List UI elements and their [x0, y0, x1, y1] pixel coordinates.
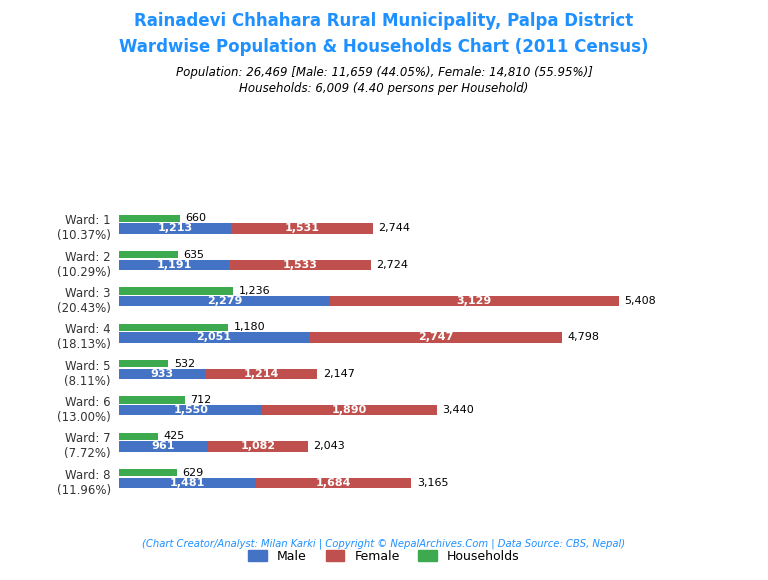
Bar: [119, 324, 228, 331]
Bar: [119, 223, 231, 234]
Text: 425: 425: [164, 432, 185, 441]
Text: 1,214: 1,214: [243, 369, 279, 379]
Text: 2,724: 2,724: [376, 260, 409, 270]
Text: 1,890: 1,890: [332, 405, 367, 415]
Text: (Chart Creator/Analyst: Milan Karki | Copyright © NepalArchives.Com | Data Sourc: (Chart Creator/Analyst: Milan Karki | Co…: [142, 538, 626, 549]
Bar: [119, 396, 185, 404]
Bar: [119, 441, 208, 452]
Bar: [262, 405, 437, 415]
Text: 3,440: 3,440: [442, 405, 474, 415]
Text: 1,533: 1,533: [283, 260, 317, 270]
Text: 961: 961: [152, 441, 175, 451]
Text: 3,165: 3,165: [417, 478, 449, 488]
Bar: [309, 332, 562, 343]
Bar: [119, 251, 177, 258]
Bar: [119, 215, 180, 222]
Text: 1,180: 1,180: [233, 322, 265, 332]
Text: 635: 635: [184, 249, 204, 260]
Bar: [119, 433, 158, 440]
Bar: [119, 369, 205, 379]
Text: 629: 629: [183, 467, 204, 477]
Bar: [231, 223, 372, 234]
Text: 1,236: 1,236: [239, 286, 270, 296]
Text: 712: 712: [190, 395, 212, 405]
Bar: [119, 360, 168, 367]
Text: 660: 660: [186, 213, 207, 223]
Text: 2,744: 2,744: [378, 223, 410, 233]
Bar: [208, 441, 308, 452]
Text: 1,550: 1,550: [174, 405, 208, 415]
Text: 532: 532: [174, 358, 195, 369]
Text: Wardwise Population & Households Chart (2011 Census): Wardwise Population & Households Chart (…: [119, 38, 649, 56]
Bar: [119, 405, 262, 415]
Bar: [229, 260, 371, 270]
Text: 1,684: 1,684: [316, 478, 352, 488]
Bar: [119, 469, 177, 476]
Bar: [119, 478, 256, 488]
Text: 2,043: 2,043: [313, 441, 345, 451]
Text: 1,191: 1,191: [157, 260, 192, 270]
Text: 4,798: 4,798: [568, 332, 600, 342]
Text: 1,481: 1,481: [170, 478, 205, 488]
Text: 1,531: 1,531: [284, 223, 319, 233]
Text: 3,129: 3,129: [456, 296, 492, 306]
Bar: [119, 260, 229, 270]
Text: 5,408: 5,408: [624, 296, 656, 306]
Bar: [119, 287, 233, 295]
Bar: [205, 369, 317, 379]
Text: 1,213: 1,213: [157, 223, 193, 233]
Text: Population: 26,469 [Male: 11,659 (44.05%), Female: 14,810 (55.95%)]: Population: 26,469 [Male: 11,659 (44.05%…: [176, 66, 592, 78]
Bar: [119, 332, 309, 343]
Text: Households: 6,009 (4.40 persons per Household): Households: 6,009 (4.40 persons per Hous…: [240, 82, 528, 95]
Bar: [119, 296, 329, 306]
Legend: Male, Female, Households: Male, Female, Households: [243, 545, 525, 568]
Text: 2,279: 2,279: [207, 296, 242, 306]
Bar: [329, 296, 619, 306]
Text: Rainadevi Chhahara Rural Municipality, Palpa District: Rainadevi Chhahara Rural Municipality, P…: [134, 12, 634, 30]
Text: 2,147: 2,147: [323, 369, 355, 379]
Text: 933: 933: [151, 369, 174, 379]
Text: 2,747: 2,747: [418, 332, 453, 342]
Text: 2,051: 2,051: [197, 332, 231, 342]
Text: 1,082: 1,082: [240, 441, 276, 451]
Bar: [256, 478, 412, 488]
